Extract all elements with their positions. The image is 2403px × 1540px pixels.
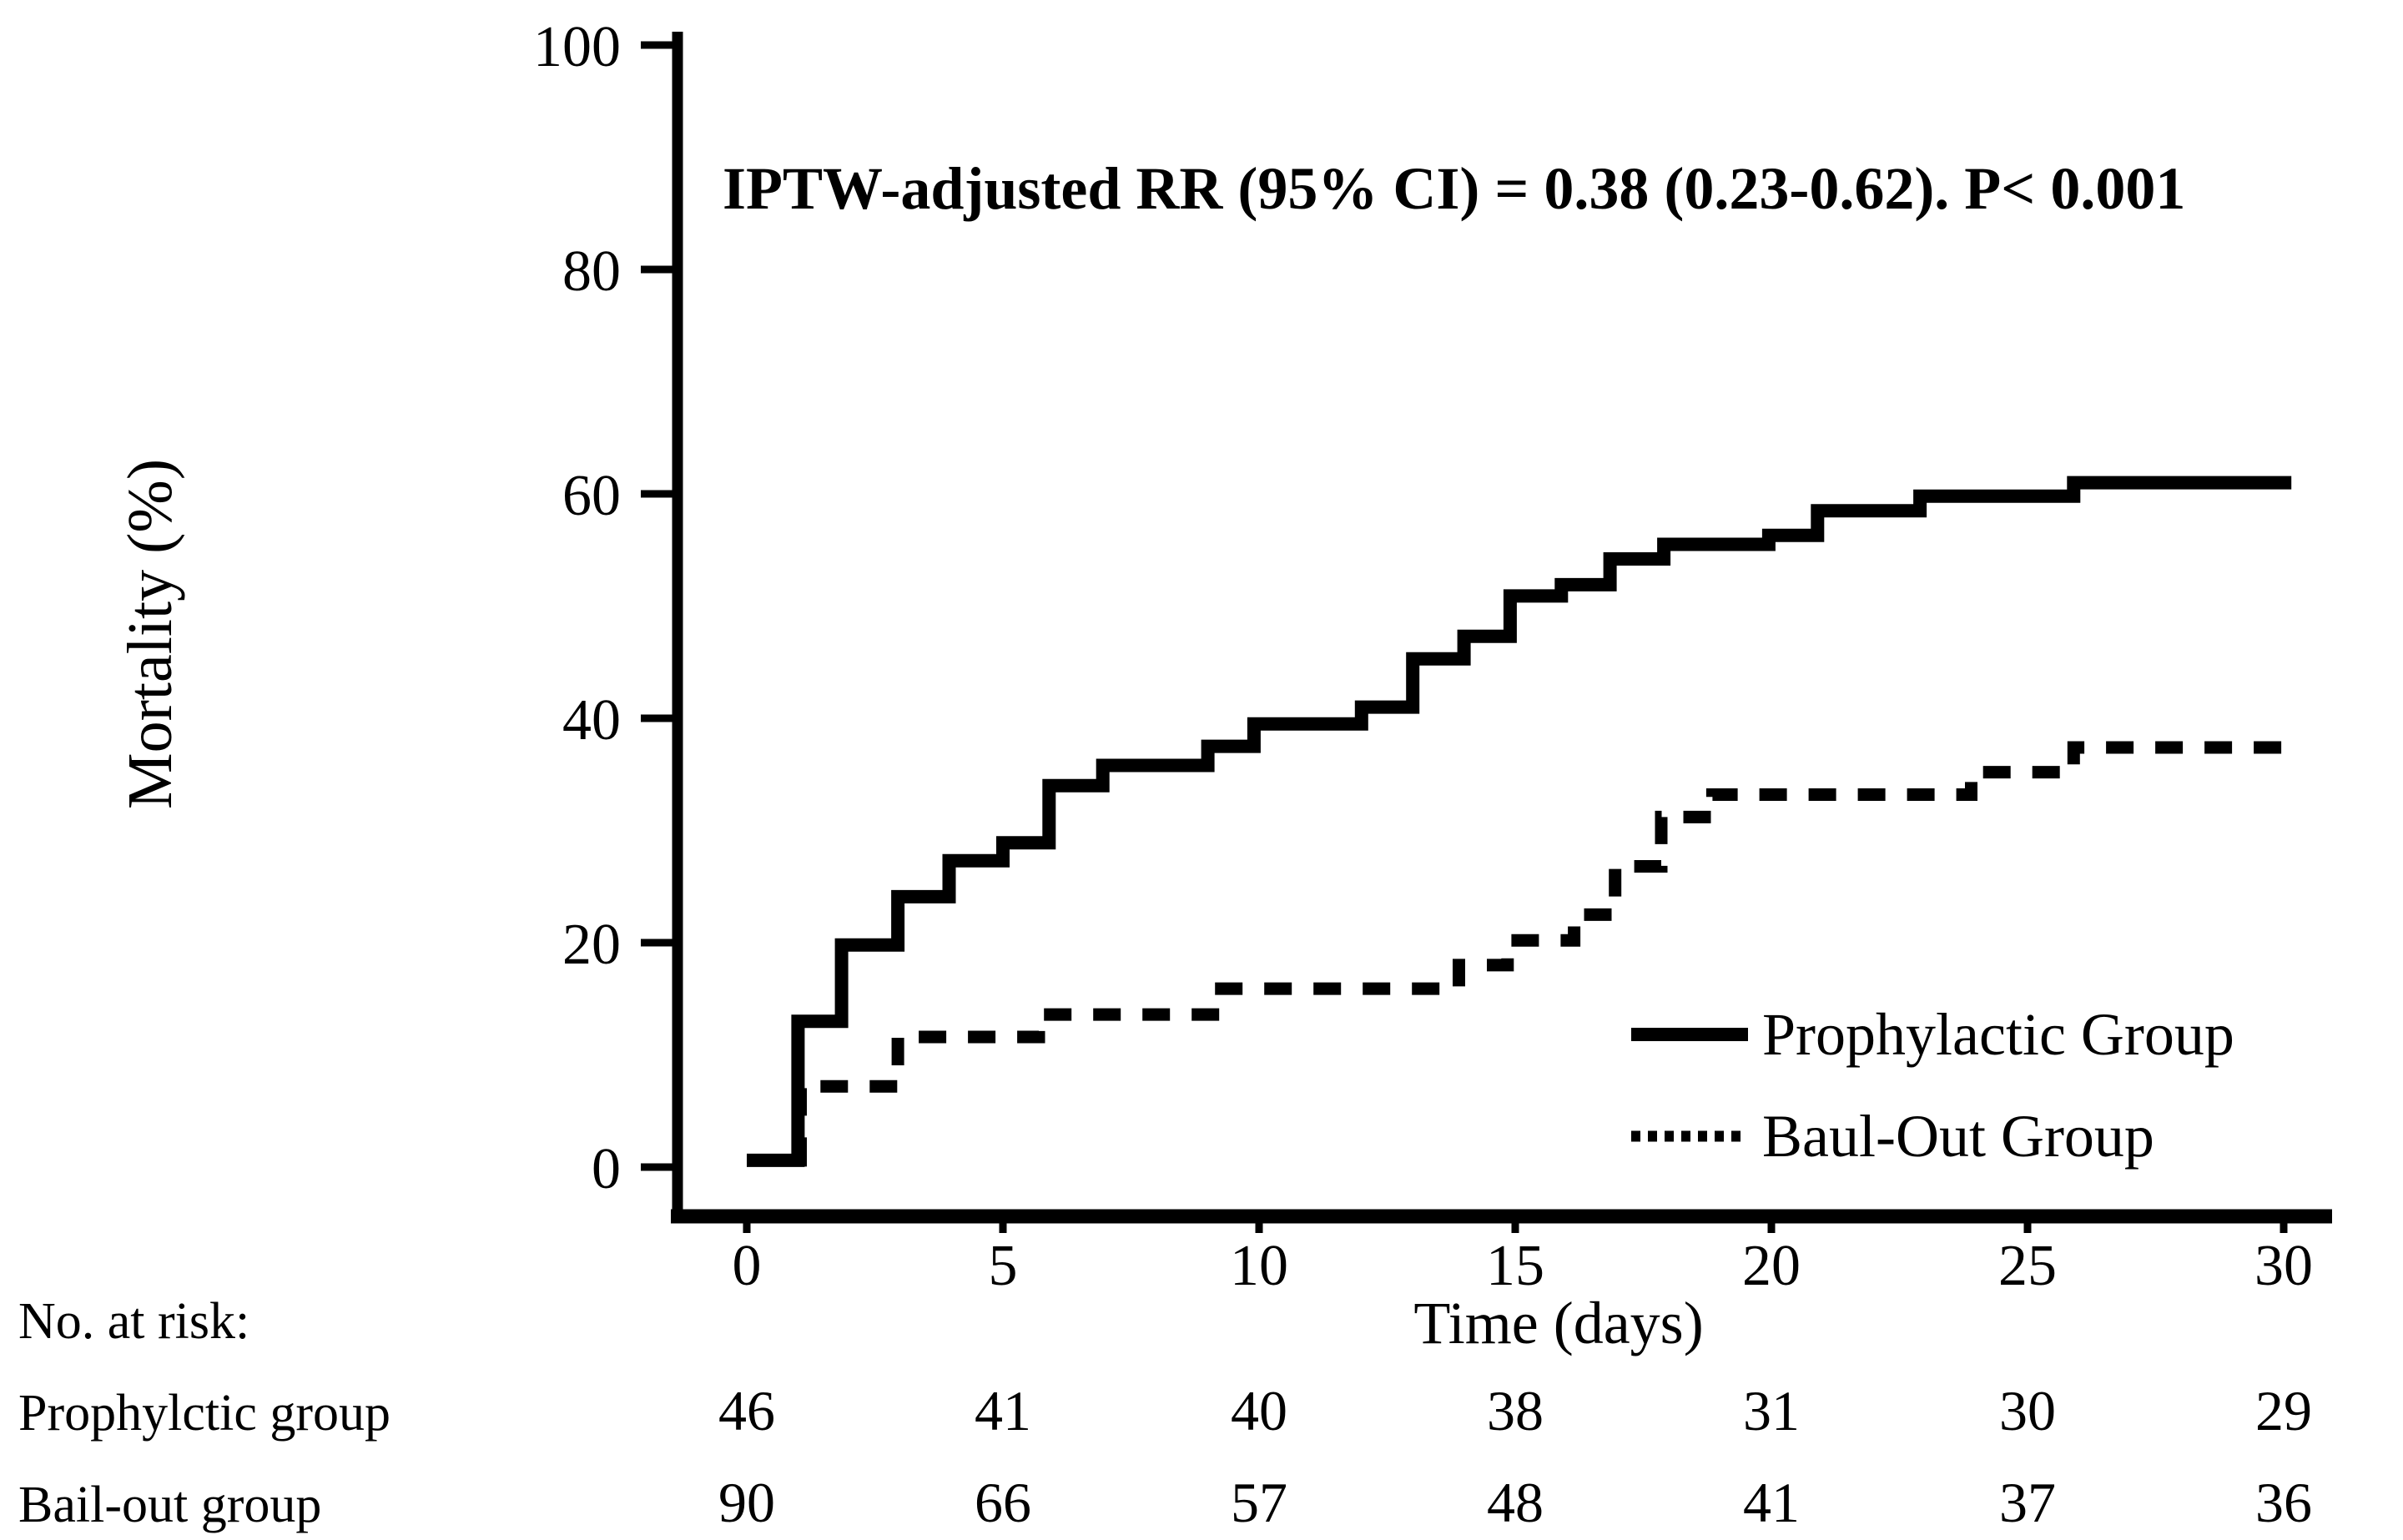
y-tick-label: 40: [562, 688, 621, 752]
risk-count: 46: [718, 1379, 775, 1442]
risk-table: No. at risk: Prophylctic group Bail-out …: [18, 1293, 2312, 1534]
risk-count: 31: [1743, 1379, 1800, 1442]
risk-count: 30: [1999, 1379, 2056, 1442]
x-tick-label: 10: [1230, 1234, 1288, 1298]
y-tick-group: 0 20 40 60 80 100: [533, 15, 678, 1201]
risk-count: 41: [1743, 1471, 1800, 1534]
y-tick-label: 80: [562, 239, 621, 304]
risk-count: 29: [2255, 1379, 2312, 1442]
risk-count: 40: [1231, 1379, 1287, 1442]
risk-count: 48: [1487, 1471, 1544, 1534]
x-tick-label: 0: [733, 1234, 762, 1298]
x-tick-label: 25: [1998, 1234, 2057, 1298]
risk-count: 90: [718, 1471, 775, 1534]
x-tick-label: 5: [989, 1234, 1018, 1298]
y-tick-label: 20: [562, 913, 621, 977]
risk-count: 57: [1231, 1471, 1287, 1534]
x-axis-title: Time (days): [1413, 1290, 1703, 1356]
legend-label-bailout: Baul-Out Group: [1762, 1103, 2154, 1170]
risk-count: 36: [2255, 1471, 2312, 1534]
risk-count: 37: [1999, 1471, 2056, 1534]
risk-table-title: No. at risk:: [18, 1293, 249, 1350]
x-tick-group: 0 5 10 15 20 25 30: [733, 1216, 2313, 1298]
y-tick-label: 100: [533, 15, 621, 79]
legend: Prophylactic Group Baul-Out Group: [1631, 1001, 2234, 1170]
risk-count: 38: [1487, 1379, 1544, 1442]
y-axis-title: Mortality (%): [115, 459, 185, 809]
prophylactic-group-curve: [747, 476, 2292, 1167]
y-tick-label: 60: [562, 464, 621, 528]
risk-row-label-bailout: Bail-out group: [18, 1477, 321, 1533]
risk-values-prophylactic: 46 41 40 38 31 30 29: [718, 1379, 2312, 1442]
risk-values-bailout: 90 66 57 48 41 37 36: [718, 1471, 2312, 1534]
legend-label-prophylactic: Prophylactic Group: [1762, 1001, 2234, 1068]
y-tick-label: 0: [592, 1137, 621, 1201]
bailout-group-curve: [747, 741, 2290, 1167]
risk-count: 66: [975, 1471, 1031, 1534]
x-tick-label: 30: [2254, 1234, 2313, 1298]
x-tick-label: 15: [1486, 1234, 1544, 1298]
risk-count: 41: [975, 1379, 1031, 1442]
stat-annotation: IPTW-adjusted RR (95% CI) = 0.38 (0.23-0…: [723, 155, 2185, 222]
x-tick-label: 20: [1742, 1234, 1801, 1298]
risk-row-label-prophylactic: Prophylctic group: [18, 1385, 390, 1442]
